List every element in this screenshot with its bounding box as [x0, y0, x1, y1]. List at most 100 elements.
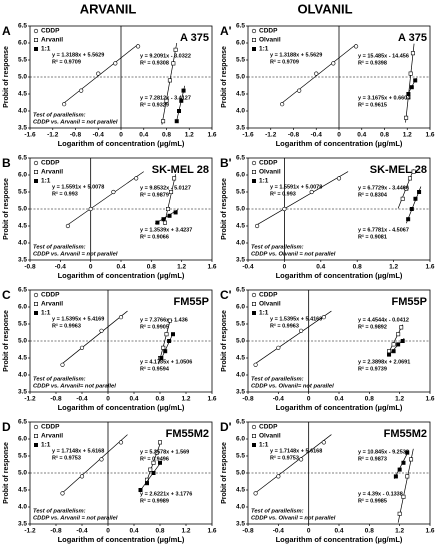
- parallelism-test: CDDP vs. Olvanil = not parallel: [251, 252, 336, 258]
- x-tick-label: 0.8: [380, 132, 389, 139]
- data-point: [79, 474, 85, 479]
- y-tick-label: 6.5: [236, 23, 245, 30]
- panel-title: SK-MEL 28: [370, 164, 427, 176]
- legend-label: 1:1: [259, 46, 269, 53]
- data-point: [387, 352, 392, 357]
- data-point: [162, 220, 167, 225]
- equation: R² = 0.9615: [358, 101, 387, 108]
- legend-marker: [252, 442, 257, 447]
- data-point: [151, 460, 156, 465]
- legend-marker: [252, 37, 257, 42]
- y-tick-label: 3.5: [236, 389, 245, 396]
- data-point: [396, 332, 401, 337]
- equation: y = 9.2091x - 3.0322: [140, 53, 191, 59]
- legend-label: Arvanil: [41, 37, 63, 44]
- x-tick-label: 1.6: [207, 264, 216, 271]
- x-tick-label: 0.4: [316, 264, 325, 271]
- y-tick-label: 5.5: [236, 57, 245, 64]
- x-tick-label: 1.2: [181, 396, 190, 403]
- equation: y = 1.7148x + 5.6168: [52, 448, 104, 454]
- x-tick-label: -1.6: [24, 132, 36, 139]
- parallelism-test: Test of parallelism:: [33, 245, 86, 251]
- x-tick-label: -0.4: [273, 528, 285, 535]
- y-tick-label: 5.0: [236, 206, 245, 213]
- equation: R² = 0.9905: [140, 323, 169, 330]
- legend-label: Olvanil: [259, 169, 281, 176]
- y-tick-label: 3.5: [18, 125, 27, 132]
- equation: R² = 0.9963: [52, 322, 81, 329]
- x-tick-label: 0.8: [162, 132, 171, 139]
- y-axis-label: Probit of response: [221, 178, 228, 240]
- y-axis-label: Probit of response: [3, 178, 10, 240]
- x-tick-label: 0.4: [129, 396, 138, 403]
- x-tick-label: 0: [337, 132, 341, 139]
- data-point: [413, 78, 418, 83]
- y-tick-label: 4.5: [18, 223, 27, 230]
- y-tick-label: 5.5: [236, 189, 245, 196]
- y-tick-label: 3.5: [236, 257, 245, 264]
- data-point: [134, 176, 139, 181]
- data-point: [169, 190, 174, 195]
- legend-marker: [252, 46, 257, 51]
- data-point: [60, 491, 65, 496]
- legend-marker: [33, 160, 39, 166]
- equation: R² = 0.9709: [52, 58, 81, 65]
- x-axis-label: Logarithm of concentration (µg/mL): [276, 535, 403, 544]
- legend-label: Arvanil: [41, 433, 63, 440]
- y-tick-label: 5.5: [18, 189, 27, 196]
- x-tick-label: 1.6: [207, 132, 216, 139]
- y-axis-label: Probit of response: [221, 46, 228, 108]
- y-tick-label: 6.5: [236, 155, 245, 162]
- data-point: [298, 457, 304, 462]
- x-tick-label: -0.4: [55, 264, 67, 271]
- data-point: [396, 342, 401, 347]
- parallelism-test: CDDP vs. Olvanil = not parallel: [251, 516, 336, 522]
- panel-label: C: [2, 288, 11, 302]
- equation: y = 2.3898x + 2.0691: [358, 359, 410, 365]
- data-point: [155, 220, 160, 225]
- x-tick-label: 0.8: [353, 264, 362, 271]
- data-point: [164, 98, 169, 103]
- x-axis-label: Logarithm of concentration (µg/mL): [276, 403, 403, 412]
- equation: y = 5.3578x + 1.569: [140, 449, 189, 455]
- fit-line: [281, 44, 357, 104]
- data-point: [60, 362, 65, 367]
- equation: y = 1.3188x + 5.5629: [52, 52, 104, 58]
- legend-marker: [33, 292, 39, 298]
- data-point: [173, 47, 178, 52]
- y-tick-label: 6.0: [236, 172, 245, 179]
- legend-label: 1:1: [259, 310, 269, 317]
- equation: R² = 0.9066: [140, 233, 169, 240]
- fit-line: [255, 310, 332, 364]
- legend-label: Olvanil: [259, 433, 281, 440]
- legend-marker: [252, 170, 257, 175]
- data-point: [401, 460, 406, 465]
- y-tick-label: 5.5: [18, 57, 27, 64]
- data-point: [353, 44, 359, 49]
- x-tick-label: 0: [307, 396, 311, 403]
- legend-marker: [33, 179, 38, 184]
- data-point: [255, 223, 260, 229]
- y-tick-label: 6.5: [18, 23, 27, 30]
- parallelism-test: CDDP vs. Arvanil = not parallel: [33, 252, 118, 258]
- equation: R² = 0.8304: [358, 191, 388, 198]
- data-point: [161, 345, 166, 350]
- x-tick-label: 1.2: [185, 132, 194, 139]
- y-tick-label: 4.0: [18, 108, 27, 115]
- x-tick-label: 1.2: [177, 264, 186, 271]
- parallelism-test: CDDP vs. Olvanil= not parallel: [251, 384, 334, 390]
- equation: y = 1.3539x + 3.4237: [140, 227, 192, 233]
- data-point: [177, 109, 182, 114]
- equation: R² = 0.9963: [270, 322, 299, 329]
- data-point: [79, 88, 84, 93]
- parallelism-test: Test of parallelism:: [251, 377, 304, 383]
- x-tick-label: 0: [106, 396, 110, 403]
- data-point: [409, 457, 414, 462]
- data-point: [88, 206, 93, 212]
- equation: R² = 0.9496: [140, 455, 169, 462]
- equation: R² = 0.9892: [358, 323, 387, 330]
- equation: R² = 0.993: [52, 190, 78, 197]
- legend-marker: [251, 424, 257, 430]
- data-point: [158, 440, 163, 445]
- x-axis-label: Logarithm of concentration (µg/mL): [276, 271, 403, 280]
